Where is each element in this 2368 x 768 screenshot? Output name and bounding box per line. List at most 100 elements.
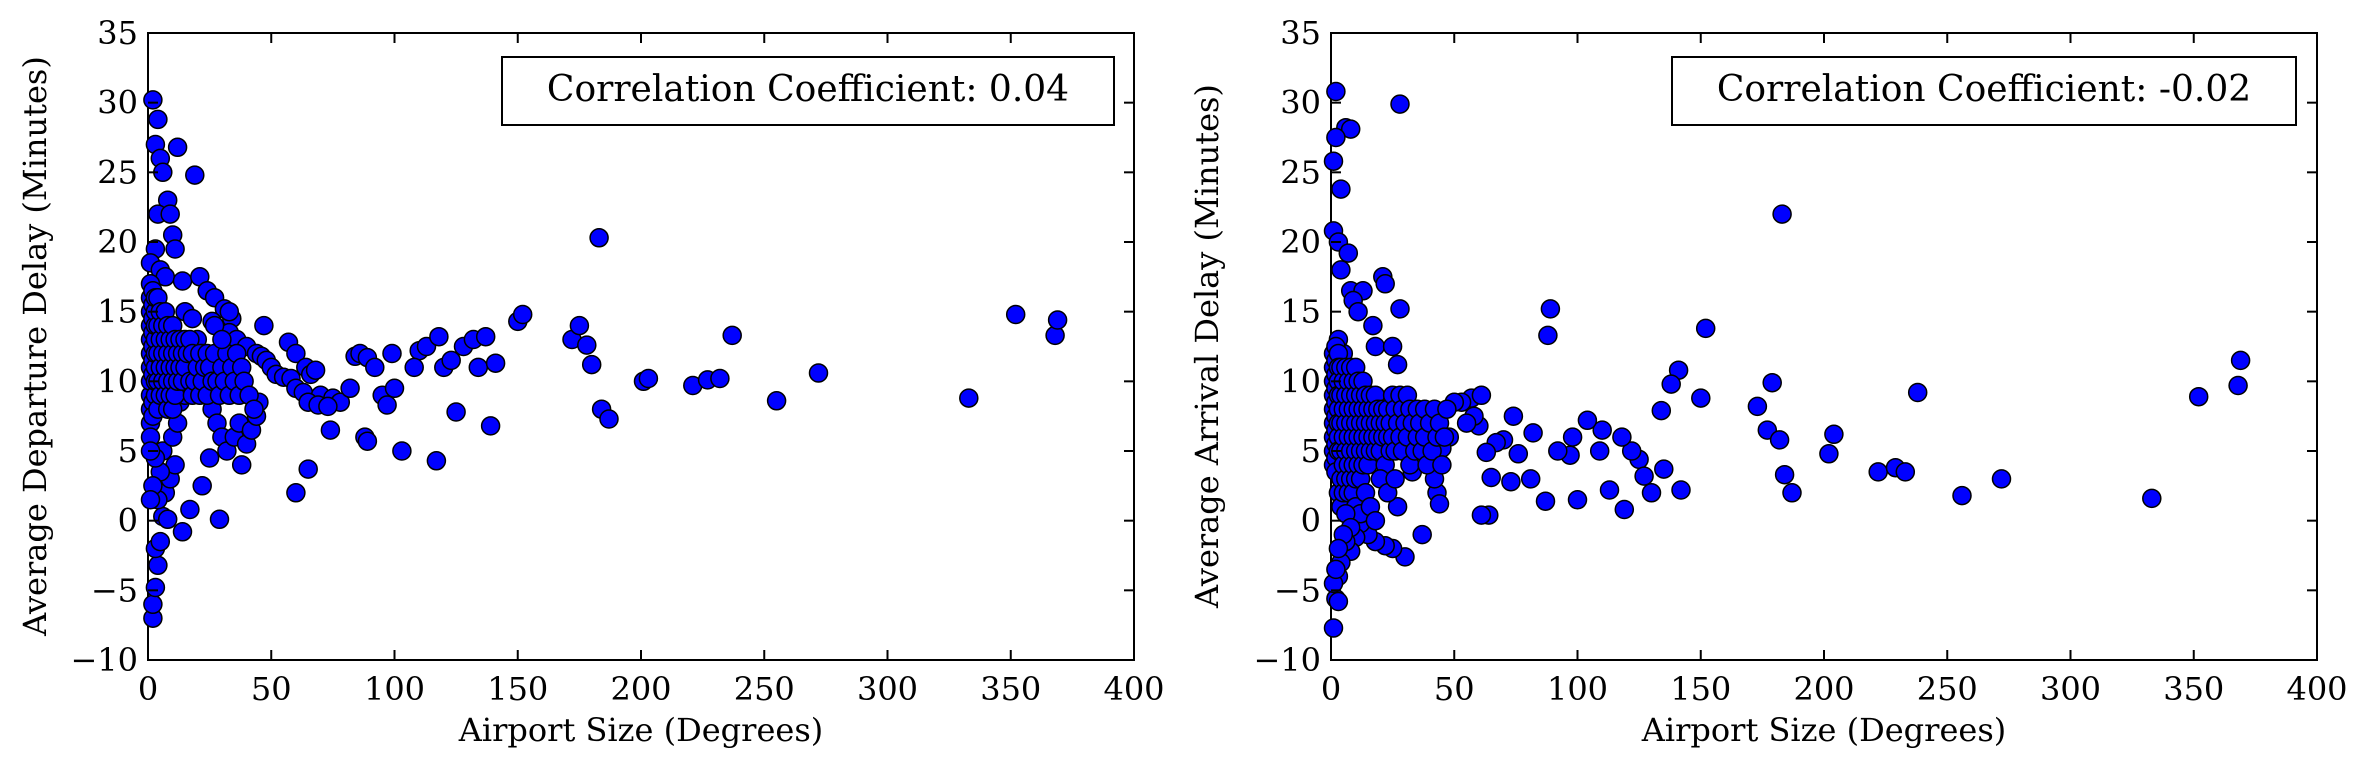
- left-data-point-109: [157, 509, 178, 530]
- right-data-point-91: [1747, 396, 1768, 417]
- right-data-point-36: [1612, 427, 1632, 447]
- left-data-point-14: [172, 271, 193, 291]
- right-data-point-96: [1782, 483, 1802, 503]
- left-data-point-9: [165, 239, 185, 259]
- right-data-point-19: [1365, 336, 1386, 357]
- right-data-point-56: [1481, 467, 1501, 488]
- left-data-point-74: [480, 416, 501, 436]
- left-data-point-68: [446, 402, 466, 422]
- left-data-point-100: [180, 499, 200, 520]
- right-plot-frame: [1330, 32, 2318, 661]
- left-y-tick-label-0: −10: [70, 641, 138, 679]
- right-x-tick-label-4: 200: [1793, 670, 1854, 708]
- left-y-tick-label-2: 0: [118, 502, 138, 540]
- right-data-point-25: [1695, 318, 1716, 339]
- left-annotation-box: [501, 56, 1115, 126]
- right-data-point-10: [1331, 260, 1351, 280]
- right-data-point-24: [1772, 204, 1792, 224]
- right-data-point-103: [1952, 485, 1972, 506]
- right-data-point-35: [1634, 466, 1654, 486]
- left-data-point-72: [468, 357, 489, 378]
- right-y-tick-labels: −10 −5 0 5 10 15 20 25 30 35: [1253, 14, 1321, 679]
- right-x-tick-labels: 0 50 100 150 200 250 300 350 400: [1321, 670, 2348, 708]
- right-y-tick-label-0: −10: [1253, 641, 1321, 679]
- right-data-point-48: [1535, 491, 1556, 511]
- right-data-point-16: [1390, 299, 1410, 319]
- left-data-point-99: [172, 522, 193, 542]
- left-data-point-107: [150, 531, 171, 552]
- left-data-point-89: [710, 368, 730, 389]
- right-data-point-28: [1651, 400, 1672, 421]
- left-y-ticks: [148, 32, 1134, 661]
- right-data-point-44: [1567, 490, 1588, 510]
- left-data-point-93: [959, 388, 979, 408]
- left-data-point-105: [148, 555, 168, 576]
- right-data-point-1: [1390, 94, 1410, 114]
- right-data-point-42: [1562, 427, 1583, 447]
- left-data-point-0: [143, 90, 163, 110]
- left-chart: 0 50 100 150 200 250 300 350 400 −10 −5 0 5 10 15 20 25…: [16, 14, 1165, 749]
- right-data-point-102: [1907, 382, 1928, 403]
- right-data-point-18: [1363, 315, 1383, 336]
- right-data-point-21: [1387, 354, 1408, 375]
- left-data-point-79: [569, 315, 590, 336]
- left-y-tick-label-4: 10: [97, 362, 138, 400]
- left-x-tick-label-4: 200: [610, 670, 671, 708]
- right-data-point-29: [1691, 388, 1711, 408]
- right-data-point-94: [1769, 430, 1790, 450]
- right-data-point-99: [1868, 462, 1888, 482]
- left-data-point-73: [475, 326, 496, 347]
- right-data-point-240: [1434, 427, 1455, 447]
- right-data-point-46: [1540, 299, 1561, 319]
- right-data-point-12: [1375, 274, 1395, 294]
- left-data-point-82: [589, 228, 609, 248]
- left-data-point-75: [485, 353, 506, 373]
- left-points: [140, 90, 1068, 628]
- left-plot-frame: [147, 32, 1135, 661]
- left-data-point-92: [808, 363, 829, 383]
- left-data-point-137: [199, 448, 220, 468]
- right-x-axis-label: Airport Size (Degrees): [1641, 711, 2006, 749]
- right-data-point-0: [1326, 81, 1346, 102]
- right-data-point-105: [2142, 488, 2162, 509]
- left-data-point-98: [185, 165, 205, 185]
- left-x-tick-label-2: 100: [364, 670, 425, 708]
- right-x-tick-label-2: 100: [1547, 670, 1608, 708]
- left-data-point-67: [441, 350, 461, 371]
- right-data-point-31: [1671, 480, 1691, 500]
- right-data-point-20: [1382, 336, 1403, 357]
- right-y-tick-label-4: 10: [1280, 362, 1321, 400]
- right-x-tick-label-5: 250: [1917, 670, 1978, 708]
- left-data-point-1: [148, 109, 168, 130]
- right-x-tick-label-6: 300: [2040, 670, 2101, 708]
- left-x-tick-label-6: 300: [857, 670, 918, 708]
- right-data-point-9: [1338, 243, 1359, 263]
- left-data-point-58: [320, 420, 341, 440]
- right-data-point-239: [1432, 455, 1452, 475]
- left-data-point-131: [231, 455, 252, 475]
- left-x-tick-label-3: 150: [487, 670, 548, 708]
- right-data-point-32: [1641, 483, 1662, 503]
- right-data-point-97: [1819, 444, 1839, 464]
- left-data-point-104: [145, 577, 166, 598]
- right-data-point-108: [2230, 350, 2251, 371]
- left-data-point-136: [192, 476, 212, 496]
- right-data-point-241: [1437, 399, 1457, 419]
- left-y-tick-label-6: 20: [97, 223, 138, 261]
- right-y-tick-label-9: 35: [1280, 14, 1321, 52]
- left-data-point-243: [140, 490, 161, 510]
- right-x-tick-label-8: 400: [2286, 670, 2347, 708]
- left-data-point-69: [426, 451, 447, 471]
- right-data-point-101: [1895, 462, 1916, 482]
- left-data-point-234: [244, 399, 264, 419]
- right-data-point-104: [1991, 469, 2012, 489]
- left-data-point-94: [1005, 304, 1026, 325]
- right-data-point-71: [1429, 494, 1450, 514]
- right-data-point-51: [1508, 444, 1529, 464]
- right-data-point-3: [1340, 119, 1361, 139]
- right-data-point-41: [1577, 410, 1598, 431]
- left-data-point-103: [143, 594, 163, 615]
- right-data-point-47: [1538, 325, 1558, 346]
- left-y-tick-label-3: 5: [118, 432, 138, 470]
